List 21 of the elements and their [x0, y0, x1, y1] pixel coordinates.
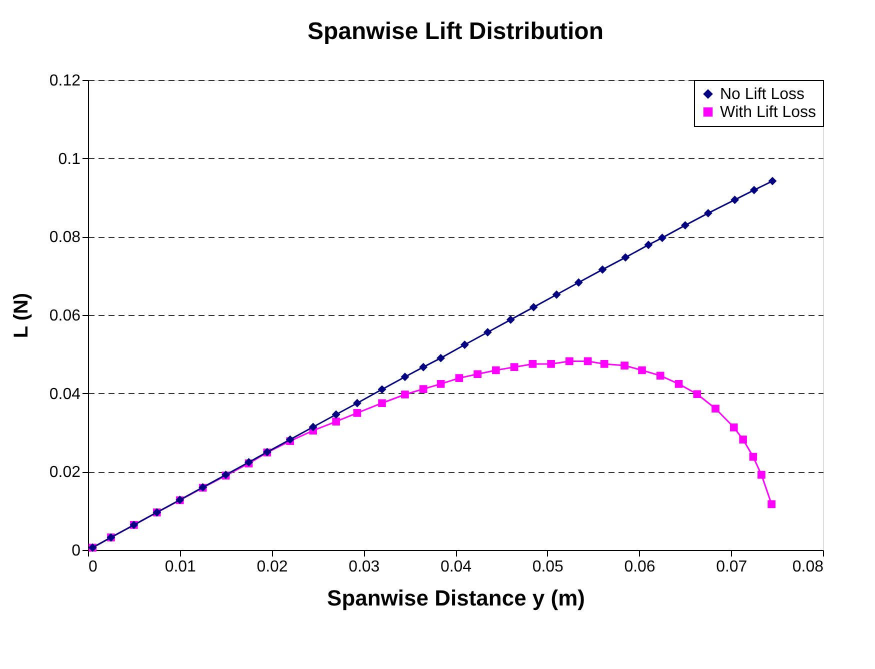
chart-title: Spanwise Lift Distribution [307, 18, 604, 45]
y-tick-label: 0.04 [49, 386, 81, 403]
x-tick-label: 0.04 [440, 558, 472, 576]
x-tick-label: 0.06 [624, 558, 656, 576]
x-tick-label: 0 [88, 558, 98, 576]
legend-label: With Lift Loss [720, 104, 816, 121]
y-tick-label: 0.1 [58, 150, 81, 168]
y-tick-label: 0 [72, 542, 81, 560]
x-tick-label: 0.03 [348, 558, 380, 576]
y-tick-label: 0.12 [49, 72, 81, 90]
x-axis-title: Spanwise Distance y (m) [327, 586, 585, 610]
y-axis-title: L (N) [10, 292, 32, 338]
x-tick-label: 0.05 [532, 558, 564, 576]
y-tick-label: 0.06 [49, 308, 81, 324]
x-tick-label: 0.08 [792, 558, 824, 576]
y-tick-label: 0.08 [49, 229, 81, 246]
x-tick-label: 0.02 [256, 558, 288, 576]
x-tick-label: 0.01 [164, 558, 196, 576]
x-tick-label: 0.07 [716, 558, 748, 576]
legend-label: No Lift Loss [720, 86, 804, 103]
y-tick-label: 0.02 [49, 464, 81, 482]
